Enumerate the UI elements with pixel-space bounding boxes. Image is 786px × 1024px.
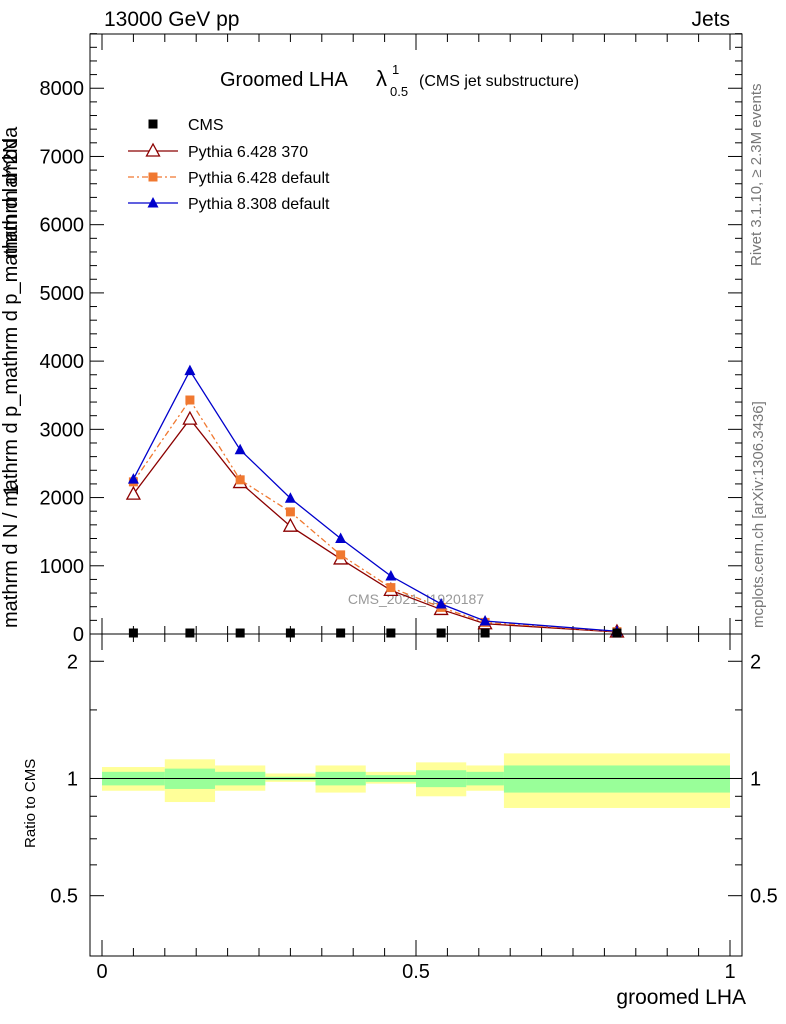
rivet-version-label: Rivet 3.1.10, ≥ 2.3M events bbox=[748, 83, 765, 267]
x-axis-label: groomed LHA bbox=[616, 986, 746, 1009]
data-point-0 bbox=[285, 628, 295, 638]
chart-title: Groomed LHA bbox=[220, 69, 348, 91]
main-y-tick-label: 3000 bbox=[40, 419, 85, 441]
data-point-3 bbox=[479, 615, 491, 626]
main-y-tick-label: 7000 bbox=[40, 146, 85, 168]
data-point-0 bbox=[235, 628, 245, 638]
data-point-0 bbox=[128, 628, 138, 638]
data-point-1 bbox=[182, 410, 198, 425]
legend-marker bbox=[148, 172, 158, 182]
ratio-y-tick-label-right: 2 bbox=[750, 651, 761, 673]
series-line-2 bbox=[132, 398, 618, 633]
process-label: Jets bbox=[691, 8, 730, 31]
mcplots-label: mcplots.cern.ch [arXiv:1306.3436] bbox=[750, 401, 767, 628]
chart-title-symbol: λ bbox=[376, 66, 387, 91]
data-point-3 bbox=[284, 492, 296, 503]
main-y-tick-label: 8000 bbox=[40, 78, 85, 100]
legend-label: Pythia 6.428 default bbox=[188, 170, 330, 187]
ratio-frame bbox=[89, 633, 743, 957]
data-point-3 bbox=[335, 532, 347, 543]
y-axis-label-prefix: 1 bbox=[0, 484, 23, 496]
chart-title-superscript: 1 bbox=[392, 62, 399, 77]
data-point-3 bbox=[435, 597, 447, 609]
energy-label: 13000 GeV pp bbox=[104, 8, 240, 31]
data-point-3 bbox=[234, 443, 246, 455]
legend-marker bbox=[148, 119, 158, 129]
chart-title-subscript: 0.5 bbox=[390, 84, 408, 99]
ratio-inner-band bbox=[503, 765, 730, 793]
main-y-tick-label: 0 bbox=[73, 624, 84, 646]
data-point-0 bbox=[480, 628, 490, 638]
data-point-0 bbox=[336, 628, 346, 638]
data-point-1 bbox=[125, 485, 141, 500]
watermark-label: CMS_2021_I1920187 bbox=[348, 591, 484, 607]
ratio-y-axis-label: Ratio to CMS bbox=[22, 758, 39, 848]
legend-marker bbox=[147, 197, 159, 208]
data-point-0 bbox=[185, 628, 195, 638]
data-point-0 bbox=[612, 628, 622, 638]
ratio-y-tick-label-right: 0.5 bbox=[750, 886, 778, 908]
data-point-0 bbox=[436, 628, 446, 638]
legend-label: CMS bbox=[188, 117, 224, 134]
x-tick-label: 1 bbox=[724, 961, 735, 983]
data-point-3 bbox=[184, 364, 196, 376]
data-point-2 bbox=[235, 475, 245, 485]
data-point-0 bbox=[386, 628, 396, 638]
main-y-tick-label: 6000 bbox=[40, 215, 85, 237]
data-point-2 bbox=[386, 583, 396, 593]
main-y-tick-label: 2000 bbox=[40, 488, 85, 510]
data-point-3 bbox=[127, 473, 139, 484]
legend-label: Pythia 6.428 370 bbox=[188, 144, 308, 161]
legend-marker bbox=[145, 142, 161, 157]
main-y-tick-label: 1000 bbox=[40, 556, 85, 578]
data-point-2 bbox=[285, 507, 295, 517]
data-point-2 bbox=[185, 395, 195, 405]
data-point-3 bbox=[385, 570, 397, 581]
data-point-1 bbox=[282, 517, 298, 532]
ratio-y-tick-label: 0.5 bbox=[50, 886, 78, 908]
y-axis-label-denominator: mathrm d N / mathrm d p_mathrm d p_mathr… bbox=[0, 126, 22, 628]
main-y-tick-label: 4000 bbox=[40, 351, 85, 373]
main-y-tick-label: 5000 bbox=[40, 283, 85, 305]
x-tick-label: 0.5 bbox=[402, 961, 430, 983]
ratio-y-tick-label: 1 bbox=[67, 768, 78, 790]
ratio-y-tick-label: 2 bbox=[67, 651, 78, 673]
chart-subtitle: (CMS jet substructure) bbox=[419, 73, 579, 90]
x-tick-label: 0 bbox=[96, 961, 107, 983]
ratio-y-tick-label-right: 1 bbox=[750, 768, 761, 790]
legend-label: Pythia 8.308 default bbox=[188, 196, 330, 213]
data-point-2 bbox=[336, 550, 346, 560]
